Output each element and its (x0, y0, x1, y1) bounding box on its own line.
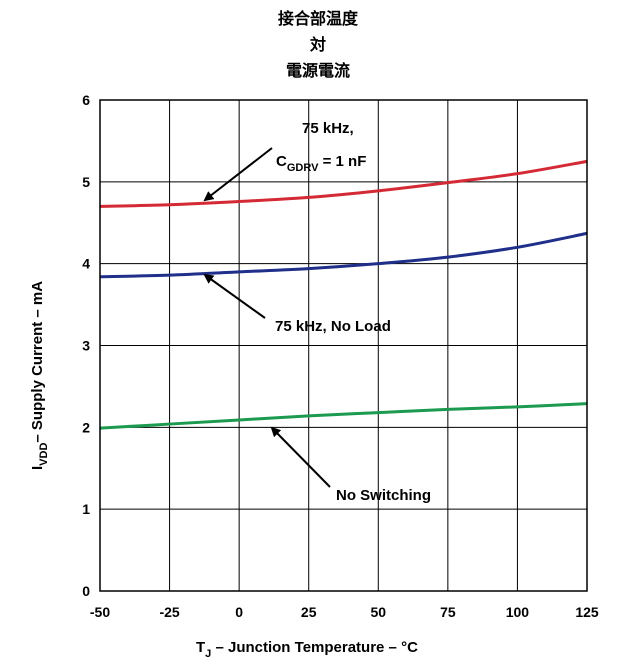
x-tick-label: 125 (575, 604, 599, 620)
y-tick-label: 4 (82, 256, 90, 272)
x-tick-label: 50 (370, 604, 386, 620)
annotation-blue-arrow (203, 273, 266, 319)
annotation-red-line1: 75 kHz, (302, 120, 354, 137)
annotation-red-arrow (203, 147, 273, 202)
x-tick-label: 75 (440, 604, 456, 620)
chart-title-line: 対 (309, 35, 326, 54)
x-tick-label: 25 (301, 604, 317, 620)
y-tick-label: 3 (82, 338, 90, 354)
y-axis-label: IVDD– Supply Current – mA (29, 281, 50, 470)
plot-border (99, 99, 588, 592)
x-tick-label: -50 (90, 604, 110, 620)
y-tick-label: 2 (82, 419, 90, 435)
y-tick-label: 1 (82, 501, 90, 517)
series-line-2 (99, 402, 588, 430)
annotation-red-line2: CGDRV = 1 nF (276, 153, 366, 174)
annotation-green-text: No Switching (336, 487, 431, 504)
series-lines (99, 159, 588, 430)
chart-title: 接合部温度 対 電源電流 (278, 9, 359, 80)
annotation-green-arrow (270, 426, 331, 488)
x-tick-label: 100 (506, 604, 530, 620)
annotation-blue: 75 kHz, No Load (203, 273, 391, 335)
annotation-blue-text: 75 kHz, No Load (275, 318, 391, 335)
series-line-0 (99, 159, 588, 208)
y-tick-label: 0 (82, 583, 90, 599)
annotation-red: 75 kHz, CGDRV = 1 nF (203, 120, 366, 202)
y-tick-label: 5 (82, 174, 90, 190)
x-tick-label: 0 (235, 604, 243, 620)
y-axis-ticks: 0 1 2 3 4 5 6 (82, 92, 90, 599)
x-axis-label: TJ – Junction Temperature – °C (196, 639, 418, 660)
chart-title-line: 接合部温度 (278, 9, 359, 28)
y-tick-label: 6 (82, 92, 90, 108)
x-axis-ticks: -50 -25 0 25 50 75 100 125 (90, 604, 599, 620)
series-line-1 (99, 231, 588, 279)
chart-title-line: 電源電流 (286, 61, 350, 80)
annotation-green: No Switching (270, 426, 431, 504)
x-tick-label: -25 (159, 604, 179, 620)
